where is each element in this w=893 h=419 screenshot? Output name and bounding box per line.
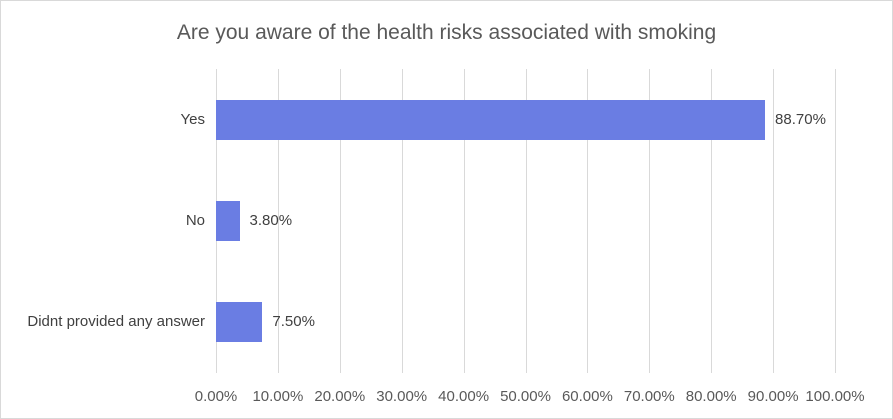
x-axis-tick-label: 100.00% [805,388,865,405]
gridline [773,69,775,373]
x-axis-tick-label: 70.00% [623,388,675,405]
x-axis-tick-label: 30.00% [376,388,428,405]
x-axis-tick-label: 60.00% [561,388,613,405]
x-axis-tick-label: 40.00% [438,388,490,405]
plot-area: 0.00% 10.00% 20.00% 30.00% 40.00% 50.00% 60.00… [27,69,865,405]
data-label: 7.50% [272,313,315,330]
bar-didnt-provided-any-answer [216,302,263,342]
x-axis-tick-label: 50.00% [500,388,551,405]
gridline [587,69,589,373]
gridline [277,69,279,373]
x-axis-tick-label: 80.00% [685,388,737,405]
data-label: 3.80% [249,212,293,229]
gridline [339,69,341,373]
bar-yes [216,100,766,140]
category-label: Yes [180,111,205,128]
bar-no [216,201,240,241]
gridline [649,69,651,373]
gridline [835,69,836,373]
gridline [463,69,465,373]
x-axis-tick-label: 0.00% [194,388,238,405]
x-axis-tick-label: 20.00% [314,388,366,405]
x-axis-tick-label: 90.00% [747,388,799,405]
category-label: Didnt provided any answer [27,313,205,330]
category-label: No [185,212,205,229]
gridline [401,69,403,373]
x-axis-tick-label: 10.00% [252,388,304,405]
data-label: 88.70% [775,111,826,128]
chart-title: Are you aware of the health risks associ… [176,21,717,44]
gridline [711,69,713,373]
gridline [525,69,527,373]
